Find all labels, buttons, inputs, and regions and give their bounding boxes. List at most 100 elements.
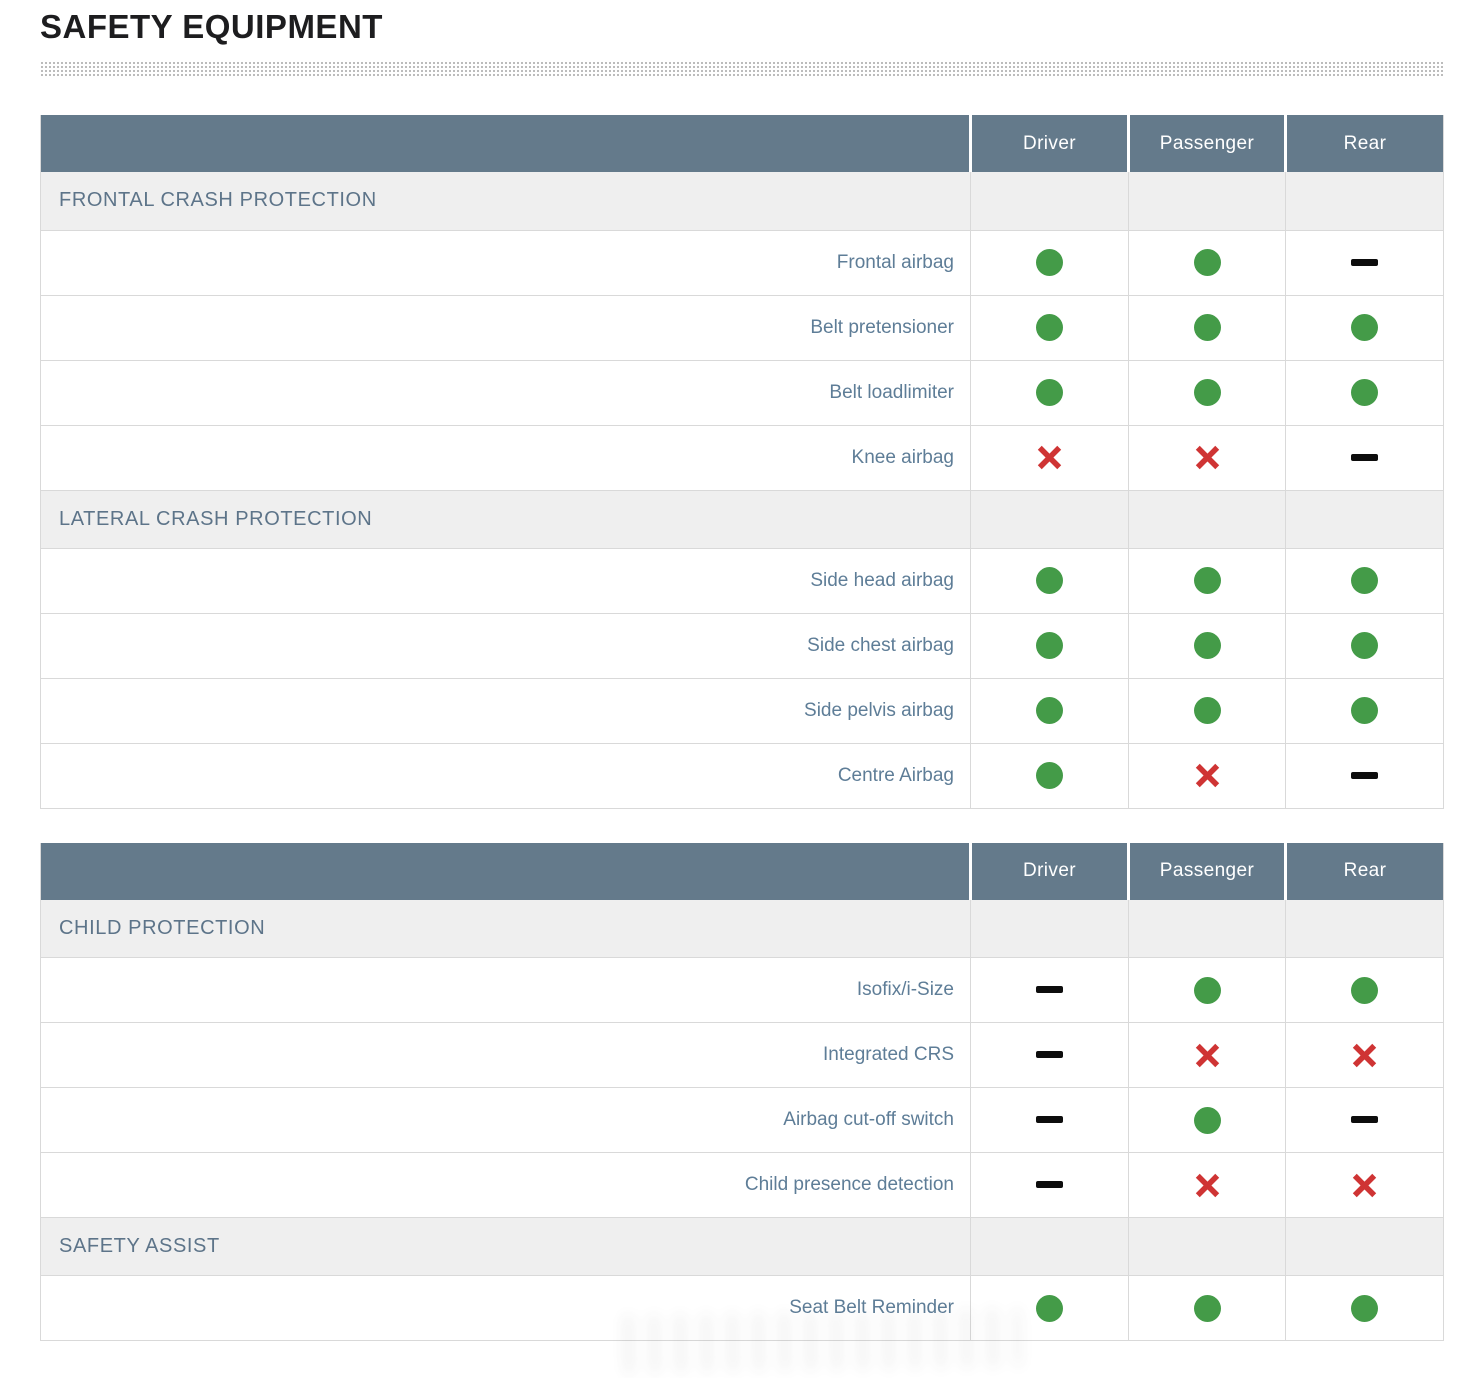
equipped-green-circle-icon — [1036, 567, 1063, 594]
section-label: CHILD PROTECTION — [59, 916, 266, 939]
equipped-green-circle-icon — [1193, 249, 1221, 276]
feature-label: Belt pretensioner — [810, 316, 954, 338]
value-cell — [1128, 230, 1286, 295]
column-header-passenger: Passenger — [1127, 115, 1286, 172]
equipped-green-circle-icon — [1036, 762, 1063, 789]
column-header-rear: Rear — [1284, 115, 1444, 172]
table-row: Side head airbag — [40, 548, 1444, 613]
table-row: Integrated CRS — [40, 1022, 1444, 1088]
value-cell — [970, 743, 1129, 808]
not-equipped-red-cross-icon — [1352, 1173, 1377, 1197]
equipped-green-circle-icon — [1193, 567, 1221, 594]
value-cell — [1128, 957, 1286, 1023]
table-row: Side pelvis airbag — [40, 678, 1444, 743]
feature-label: Side head airbag — [810, 569, 954, 591]
equipped-green-circle-icon — [1193, 1294, 1221, 1322]
not-equipped-red-cross-icon — [1352, 1043, 1377, 1067]
value-cell — [970, 295, 1129, 360]
value-cell — [1128, 548, 1286, 613]
table-row: Isofix/i-Size — [40, 957, 1444, 1023]
corner-cell — [40, 842, 971, 900]
equipped-green-circle-icon — [1036, 697, 1063, 724]
value-cell — [970, 425, 1129, 490]
not-equipped-red-cross-icon — [1195, 763, 1219, 788]
page-title: SAFETY EQUIPMENT — [40, 8, 383, 45]
table-row: Seat Belt Reminder — [40, 1275, 1444, 1341]
value-cell — [1128, 1087, 1286, 1153]
feature-label: Frontal airbag — [836, 251, 954, 273]
feature-label: Knee airbag — [851, 446, 954, 468]
feature-label: Child presence detection — [744, 1174, 954, 1195]
not-equipped-red-cross-icon — [1195, 445, 1219, 470]
dotted-divider — [40, 61, 1443, 78]
table-header-row: Driver Passenger Rear — [40, 842, 1444, 900]
table-row: Airbag cut-off switch — [40, 1087, 1444, 1153]
not-applicable-dash-icon — [1351, 258, 1378, 266]
equipped-green-circle-icon — [1193, 976, 1221, 1004]
child-protection-table: Driver Passenger Rear CHILD PROTECTION I… — [40, 842, 1444, 1341]
feature-label: Belt loadlimiter — [829, 381, 954, 403]
equipped-green-circle-icon — [1351, 314, 1378, 341]
crash-protection-table: Driver Passenger Rear FRONTAL CRASH PROT… — [40, 115, 1444, 809]
value-cell — [970, 1152, 1129, 1218]
value-cell — [970, 548, 1129, 613]
value-cell — [970, 1022, 1129, 1088]
table-row: Knee airbag — [40, 425, 1444, 490]
feature-label: Seat Belt Reminder — [789, 1297, 954, 1318]
column-header-passenger: Passenger — [1127, 842, 1286, 900]
feature-label: Side chest airbag — [807, 634, 954, 656]
equipped-green-circle-icon — [1351, 567, 1378, 594]
equipped-green-circle-icon — [1351, 697, 1378, 724]
table-row: Belt loadlimiter — [40, 360, 1444, 425]
feature-label: Side pelvis airbag — [804, 699, 954, 721]
table-row: Centre Airbag — [40, 743, 1444, 808]
value-cell — [1128, 360, 1286, 425]
value-cell — [1128, 1275, 1286, 1341]
section-row: CHILD PROTECTION — [40, 899, 1444, 958]
table-header-row: Driver Passenger Rear — [40, 115, 1444, 172]
value-cell — [1128, 295, 1286, 360]
value-cell — [970, 613, 1129, 678]
equipped-green-circle-icon — [1036, 249, 1063, 276]
equipped-green-circle-icon — [1351, 632, 1378, 659]
equipped-green-circle-icon — [1351, 976, 1378, 1004]
equipped-green-circle-icon — [1036, 314, 1063, 341]
equipped-green-circle-icon — [1193, 314, 1221, 341]
table-row: Side chest airbag — [40, 613, 1444, 678]
value-cell — [1128, 1152, 1286, 1218]
value-cell — [1285, 548, 1444, 613]
corner-cell — [40, 115, 971, 172]
value-cell — [1128, 678, 1286, 743]
not-applicable-dash-icon — [1036, 1116, 1063, 1124]
column-header-rear: Rear — [1284, 842, 1444, 900]
not-applicable-dash-icon — [1036, 1051, 1063, 1059]
value-cell — [970, 360, 1129, 425]
equipped-green-circle-icon — [1351, 379, 1378, 406]
column-header-driver: Driver — [969, 115, 1129, 172]
value-cell — [1285, 1022, 1444, 1088]
not-equipped-red-cross-icon — [1037, 445, 1062, 470]
value-cell — [1128, 1022, 1286, 1088]
value-cell — [1285, 613, 1444, 678]
value-cell — [1285, 1087, 1444, 1153]
table-row: Belt pretensioner — [40, 295, 1444, 360]
section-row: FRONTAL CRASH PROTECTION — [40, 172, 1444, 230]
value-cell — [970, 1087, 1129, 1153]
value-cell — [1128, 613, 1286, 678]
feature-label: Centre Airbag — [837, 764, 954, 786]
equipped-green-circle-icon — [1193, 379, 1221, 406]
equipped-green-circle-icon — [1036, 379, 1063, 406]
table-row: Frontal airbag — [40, 230, 1444, 295]
not-applicable-dash-icon — [1351, 453, 1378, 461]
not-applicable-dash-icon — [1351, 771, 1378, 779]
value-cell — [1285, 295, 1444, 360]
equipped-green-circle-icon — [1036, 1294, 1063, 1322]
value-cell — [1285, 1275, 1444, 1341]
not-applicable-dash-icon — [1036, 986, 1063, 994]
value-cell — [1285, 957, 1444, 1023]
equipped-green-circle-icon — [1193, 632, 1221, 659]
value-cell — [970, 1275, 1129, 1341]
column-header-driver: Driver — [969, 842, 1129, 900]
table-row: Child presence detection — [40, 1152, 1444, 1218]
